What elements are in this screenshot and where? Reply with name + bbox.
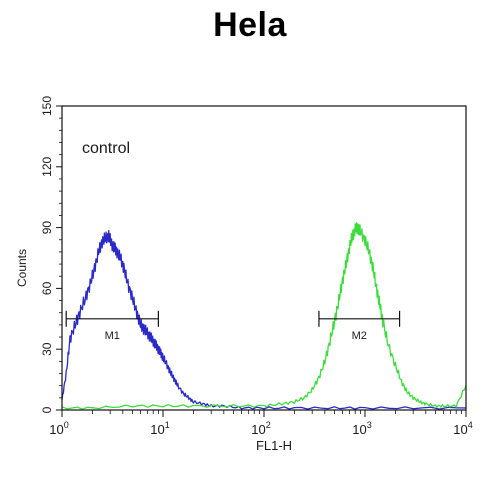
x-tick-exponent: 3 [367,420,372,430]
x-tick-label: 103 [352,420,371,437]
x-tick-base: 10 [352,422,366,437]
x-tick-base: 10 [251,422,265,437]
x-axis-label: FL1-H [256,438,292,453]
x-tick-exponent: 1 [165,420,170,430]
chart-title: Hela [213,6,287,44]
histogram-series-1 [61,229,467,410]
x-tick-base: 10 [453,422,467,437]
gate-label: M1 [105,330,120,342]
x-tick-exponent: 0 [64,420,69,430]
x-tick-label: 102 [251,420,270,437]
y-tick-label: 60 [40,281,54,295]
x-tick-base: 10 [49,422,63,437]
x-tick-exponent: 2 [266,420,271,430]
y-tick-label: 150 [40,96,54,116]
plot-frame [61,105,467,411]
series-layer [61,222,467,410]
gate-layer: M1 M2 [65,310,401,342]
y-axis-label: Counts [15,249,29,287]
y-tick-label: 120 [40,156,54,176]
y-tick-label: 90 [40,221,54,235]
x-tick-exponent: 4 [468,420,473,430]
control-annotation: control [82,140,130,157]
x-tick-label: 104 [453,420,472,437]
y-tick-label: 30 [40,342,54,356]
x-tick-label: 101 [150,420,169,437]
y-tick-label: 0 [40,406,54,413]
gate-label: M2 [352,330,367,342]
histogram-series-2 [61,222,467,410]
x-tick-base: 10 [150,422,164,437]
x-tick-label: 100 [49,420,68,437]
